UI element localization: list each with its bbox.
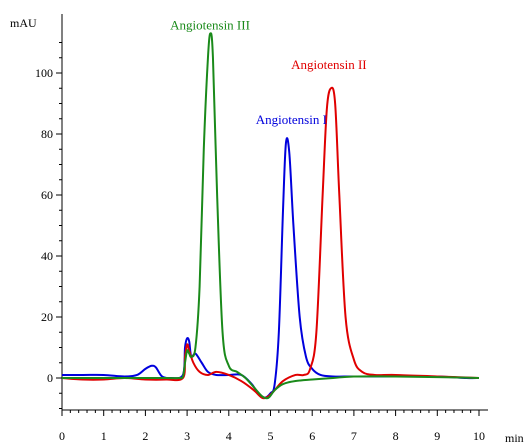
axes: 0 20 40 60 80 100 0 1 2 3 4 5 6 7 8 9 10 (35, 14, 488, 443)
x-tick-label: 2 (142, 429, 148, 443)
peak-annotation-0: Angiotensin III (170, 17, 250, 32)
y-tick-label: 0 (47, 371, 53, 385)
x-tick-label: 3 (184, 429, 190, 443)
x-tick-label: 7 (351, 429, 357, 443)
x-tick-label: 0 (59, 429, 65, 443)
x-tick-label: 8 (393, 429, 399, 443)
peak-annotation-2: Angiotensin I (256, 112, 327, 127)
x-axis-unit-label: min (505, 431, 524, 445)
y-axis-unit-label: mAU (10, 16, 37, 30)
y-tick-label: 80 (41, 127, 53, 141)
y-tick-label: 40 (41, 249, 53, 263)
y-tick-label: 100 (35, 66, 53, 80)
annotation-layer: Angiotensin III Angiotensin II Angiotensin… (170, 17, 366, 127)
x-tick-label: 9 (434, 429, 440, 443)
y-tick-label: 60 (41, 188, 53, 202)
y-tick-label: 20 (41, 310, 53, 324)
series-line-2 (61, 32, 480, 400)
x-tick-label: 10 (473, 429, 485, 443)
peak-annotation-1: Angiotensin II (291, 57, 366, 72)
x-tick-label: 5 (268, 429, 274, 443)
series-layer (61, 32, 480, 400)
x-tick-label: 1 (101, 429, 107, 443)
x-tick-label: 6 (309, 429, 315, 443)
x-tick-label: 4 (226, 429, 232, 443)
